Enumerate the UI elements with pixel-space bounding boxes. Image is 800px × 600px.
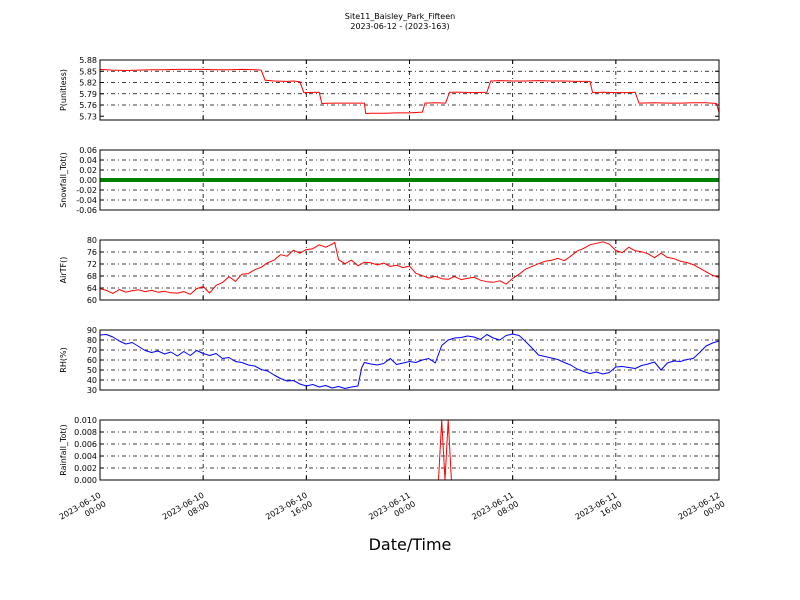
chart-panels: 5.73 5.76 5.79 5.82 5.85 5.88 P(unitless) -0.06…	[58, 56, 727, 522]
y-axis-label: P(unitless)	[59, 69, 68, 111]
y-axis-label: Rainfall_Tot()	[59, 424, 68, 476]
y-tick-label: 5.82	[79, 79, 97, 88]
panel-frame	[99, 59, 720, 121]
series-line-4	[99, 333, 720, 389]
panel-frame	[99, 149, 720, 211]
y-tick-label: 80	[87, 236, 97, 245]
y-tick-label: 0.010	[74, 416, 97, 425]
y-tick-label: 0.006	[74, 440, 97, 449]
y-tick-label: 60	[87, 296, 97, 305]
y-tick-label: 0.004	[74, 452, 97, 461]
y-tick-label: 5.73	[79, 112, 97, 121]
y-tick-label: 5.76	[79, 101, 97, 110]
y-tick-label: 0.00	[79, 176, 97, 185]
y-tick-label: 0.000	[74, 476, 97, 485]
y-tick-label: 76	[87, 248, 97, 257]
panel-frame	[99, 419, 720, 481]
y-tick-label: 40	[87, 376, 97, 385]
y-tick-label: 72	[87, 260, 97, 269]
y-tick-label: -0.04	[76, 196, 97, 205]
y-tick-label: 30	[87, 386, 97, 395]
y-tick-label: 5.85	[79, 67, 97, 76]
y-tick-label: 90	[87, 326, 97, 335]
x-axis-label: Date/Time	[369, 535, 452, 554]
chart-title-line2: 2023-06-12 - (2023-163)	[350, 22, 449, 31]
y-tick-label: 80	[87, 336, 97, 345]
series-line-1	[99, 68, 720, 115]
y-tick-label: 60	[87, 356, 97, 365]
panel-frame	[99, 239, 720, 301]
panel-1: 5.73 5.76 5.79 5.82 5.85 5.88 P(unitless)	[59, 56, 720, 121]
y-axis-label: Snowfall_Tot()	[59, 152, 68, 208]
y-tick-label: 0.008	[74, 428, 97, 437]
panel-5: 0.000 0.002 0.004 0.006 0.008 0.010 Rainfall_T…	[59, 416, 720, 485]
y-tick-label: 70	[87, 346, 97, 355]
y-tick-label: -0.02	[76, 186, 97, 195]
y-tick-label: 0.06	[79, 146, 97, 155]
y-tick-label: 50	[87, 366, 97, 375]
panel-2: -0.06-0.04-0.020.000.020.040.06 Snowfall_…	[59, 146, 720, 215]
panel-3: 60 64 68 72 76 80 AirTF()	[59, 236, 720, 305]
y-tick-label: 0.02	[79, 166, 97, 175]
y-tick-label: -0.06	[76, 206, 97, 215]
panel-frame	[99, 329, 720, 391]
series-line-3	[99, 241, 720, 295]
y-axis-label: RH(%)	[59, 347, 68, 372]
y-tick-label: 5.79	[79, 90, 97, 99]
y-tick-label: 64	[87, 284, 97, 293]
y-tick-label: 68	[87, 272, 97, 281]
y-axis-label: AirTF()	[59, 257, 68, 284]
y-tick-label: 0.04	[79, 156, 97, 165]
y-tick-label: 0.002	[74, 464, 97, 473]
chart-title-line1: Site11_Baisley_Park_Fifteen	[345, 12, 455, 21]
y-tick-label: 5.88	[79, 56, 97, 65]
